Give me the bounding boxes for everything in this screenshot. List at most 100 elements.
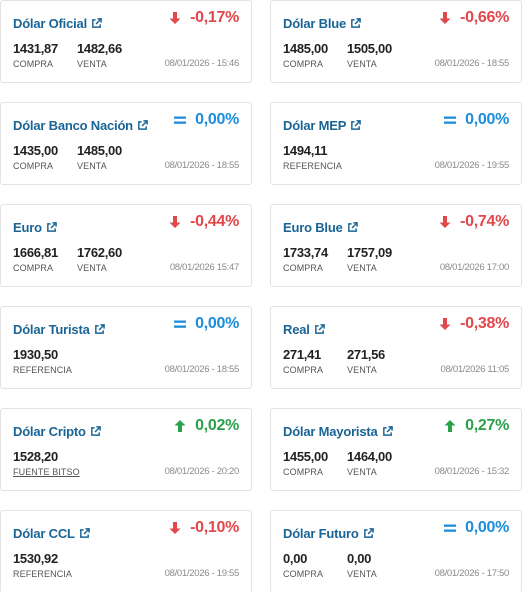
quote-value-primary: 1494,11 — [283, 143, 328, 158]
quote-title-link[interactable]: Dólar CCL — [13, 526, 90, 541]
updated-timestamp: 08/01/2026 17:00 — [439, 262, 509, 273]
quote-label-primary: COMPRA — [283, 59, 324, 69]
quote-title-link[interactable]: Dólar Futuro — [283, 526, 374, 541]
quote-title: Dólar Banco Nación — [13, 118, 133, 133]
quote-value-primary: 1485,00 — [283, 41, 328, 56]
quote-value-secondary: 1482,66 — [77, 41, 122, 56]
quote-card[interactable]: Dólar CCL -0,10% 1530,92 REFERENCIA 08/01/20… — [0, 510, 252, 592]
quote-value-secondary: 1757,09 — [347, 245, 392, 260]
quote-card[interactable]: Dólar Turista 0,00% 1930,50 REFERENCIA 08/01… — [0, 306, 252, 389]
updated-timestamp: 08/01/2026 - 18:55 — [164, 364, 240, 375]
variation: 0,00% — [173, 315, 239, 333]
external-link-icon[interactable] — [363, 528, 374, 539]
equal-icon — [173, 113, 187, 127]
quote-label-primary: REFERENCIA — [283, 161, 343, 171]
quote-value-primary: 271,41 — [283, 347, 321, 362]
quote-value-secondary: 1485,00 — [77, 143, 122, 158]
variation: 0,00% — [173, 111, 239, 129]
quote-value-secondary: 271,56 — [347, 347, 385, 362]
quote-title-link[interactable]: Dólar Mayorista — [283, 424, 393, 439]
updated-timestamp: 08/01/2026 - 20:20 — [164, 466, 240, 477]
external-link-icon[interactable] — [350, 18, 361, 29]
variation: -0,66% — [438, 9, 509, 27]
quote-title: Euro — [13, 220, 42, 235]
quote-title: Dólar CCL — [13, 526, 75, 541]
quote-card[interactable]: Dólar Mayorista 0,27% 1455,00 COMPRA 1464,00… — [270, 408, 522, 491]
arrow-up-icon — [443, 419, 457, 433]
quote-card[interactable]: Dólar Oficial -0,17% 1431,87 COMPRA 1482,66 V… — [0, 0, 252, 83]
quote-card[interactable]: Dólar MEP 0,00% 1494,11 REFERENCIA 08/01/202… — [270, 102, 522, 185]
variation-percent: -0,74% — [460, 213, 509, 230]
arrow-down-icon — [438, 317, 452, 331]
quote-title: Dólar Cripto — [13, 424, 86, 439]
external-link-icon[interactable] — [347, 222, 358, 233]
quote-label-primary: COMPRA — [13, 263, 54, 273]
updated-timestamp: 08/01/2026 - 15:32 — [434, 466, 510, 477]
quote-card[interactable]: Dólar Cripto 0,02% 1528,20 FUENTE BITSO 08/0… — [0, 408, 252, 491]
quote-card[interactable]: Dólar Banco Nación 0,00% 1435,00 COMPRA 1485… — [0, 102, 252, 185]
variation: -0,10% — [168, 519, 239, 537]
quote-title-link[interactable]: Euro Blue — [283, 220, 358, 235]
updated-timestamp: 08/01/2026 - 15:46 — [164, 58, 240, 69]
variation: -0,38% — [438, 315, 509, 333]
external-link-icon[interactable] — [137, 120, 148, 131]
quote-value-primary: 1528,20 — [13, 449, 58, 464]
updated-timestamp: 08/01/2026 - 19:55 — [164, 568, 240, 579]
variation: -0,17% — [168, 9, 239, 27]
quote-title-link[interactable]: Dólar Turista — [13, 322, 105, 337]
variation-percent: 0,00% — [465, 519, 509, 536]
external-link-icon[interactable] — [90, 426, 101, 437]
quote-value-primary: 1431,87 — [13, 41, 58, 56]
quote-title: Dólar Oficial — [13, 16, 87, 31]
quote-label-primary: COMPRA — [13, 161, 54, 171]
variation-percent: -0,44% — [190, 213, 239, 230]
updated-timestamp: 08/01/2026 11:05 — [440, 364, 510, 375]
quote-title-link[interactable]: Real — [283, 322, 325, 337]
external-link-icon[interactable] — [94, 324, 105, 335]
quote-title-link[interactable]: Dólar Oficial — [13, 16, 102, 31]
quote-value-secondary: 0,00 — [347, 551, 372, 566]
quote-value-secondary: 1762,60 — [77, 245, 122, 260]
quote-title-link[interactable]: Dólar Banco Nación — [13, 118, 148, 133]
quote-label-primary: COMPRA — [283, 263, 324, 273]
quote-card[interactable]: Real -0,38% 271,41 COMPRA 271,56 VENTA 08/01/2… — [270, 306, 522, 389]
quote-card[interactable]: Dólar Futuro 0,00% 0,00 COMPRA 0,00 VENTA 08/0… — [270, 510, 522, 592]
quote-title: Real — [283, 322, 310, 337]
external-link-icon[interactable] — [46, 222, 57, 233]
quote-card[interactable]: Dólar Blue -0,66% 1485,00 COMPRA 1505,00 VENT… — [270, 0, 522, 83]
variation-percent: 0,00% — [195, 111, 239, 128]
equal-icon — [173, 317, 187, 331]
arrow-down-icon — [168, 11, 182, 25]
variation: 0,00% — [443, 111, 509, 129]
quote-value-primary: 1435,00 — [13, 143, 58, 158]
quote-title-link[interactable]: Dólar Cripto — [13, 424, 101, 439]
quote-value-primary: 1666,81 — [13, 245, 58, 260]
quote-title-link[interactable]: Dólar MEP — [283, 118, 362, 133]
updated-timestamp: 08/01/2026 - 19:55 — [434, 160, 510, 171]
source-link[interactable]: FUENTE BITSO — [13, 467, 80, 477]
quote-label-primary: COMPRA — [283, 365, 324, 375]
external-link-icon[interactable] — [79, 528, 90, 539]
arrow-down-icon — [168, 521, 182, 535]
updated-timestamp: 08/01/2026 15:47 — [169, 262, 239, 273]
external-link-icon[interactable] — [350, 120, 362, 131]
variation-percent: 0,27% — [465, 417, 509, 434]
external-link-icon[interactable] — [382, 426, 393, 437]
quote-label-secondary: VENTA — [347, 467, 377, 477]
quote-value-primary: 1530,92 — [13, 551, 58, 566]
variation: -0,44% — [168, 213, 239, 231]
quote-title: Dólar Blue — [283, 16, 347, 31]
quote-title-link[interactable]: Dólar Blue — [283, 16, 361, 31]
quote-title-link[interactable]: Euro — [13, 220, 57, 235]
quote-card[interactable]: Euro Blue -0,74% 1733,74 COMPRA 1757,09 VENTA… — [270, 204, 522, 287]
external-link-icon[interactable] — [91, 18, 102, 29]
updated-timestamp: 08/01/2026 - 18:55 — [434, 58, 510, 69]
quote-title: Dólar Futuro — [283, 526, 359, 541]
variation: 0,02% — [173, 417, 239, 435]
quote-label-secondary: VENTA — [347, 59, 377, 69]
equal-icon — [443, 521, 457, 535]
external-link-icon[interactable] — [314, 324, 325, 335]
quote-label-primary: COMPRA — [283, 467, 324, 477]
quote-card[interactable]: Euro -0,44% 1666,81 COMPRA 1762,60 VENTA 08/01… — [0, 204, 252, 287]
